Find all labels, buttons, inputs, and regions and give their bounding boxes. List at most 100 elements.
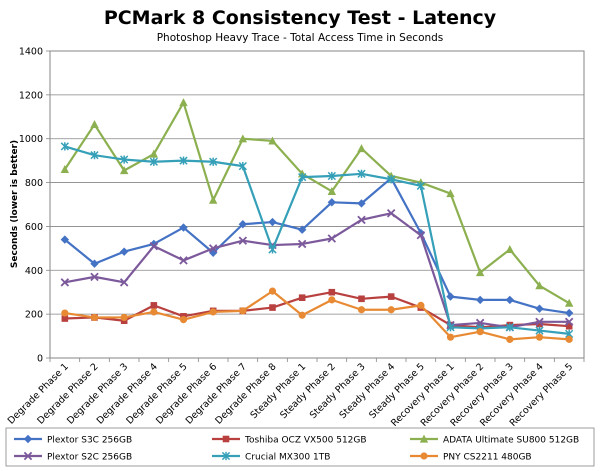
data-point: [535, 317, 544, 327]
data-point: [446, 189, 455, 198]
data-point: [149, 149, 159, 158]
data-point: [564, 298, 574, 307]
data-point: [535, 326, 544, 335]
data-point: [476, 328, 484, 336]
data-point: [90, 313, 99, 322]
data-point: [386, 209, 396, 218]
data-point: [327, 198, 337, 207]
legend-label: ADATA Ultimate SU800 512GB: [443, 436, 579, 446]
y-axis-label: Seconds (lower is better): [10, 140, 20, 268]
data-point: [328, 288, 336, 296]
series-4: [60, 209, 574, 332]
data-point: [238, 220, 248, 229]
series-line: [64, 291, 570, 329]
data-point: [505, 323, 514, 332]
data-point: [268, 245, 277, 254]
legend-item: Toshiba OCZ VX500 512GB: [212, 436, 367, 446]
data-point: [536, 320, 543, 328]
legend-item: Crucial MX300 1TB: [212, 451, 330, 463]
data-point: [90, 272, 99, 282]
data-point: [150, 308, 158, 316]
data-point: [23, 451, 33, 461]
series-line: [64, 145, 570, 335]
series-line: [64, 212, 570, 329]
series-6: [61, 287, 573, 343]
y-tick-label: 600: [25, 222, 43, 233]
data-point: [120, 313, 128, 322]
data-point: [179, 316, 188, 324]
series-line: [64, 290, 570, 341]
data-point: [268, 136, 277, 145]
series-1: [60, 173, 574, 318]
chart-title: PCMark 8 Consistency Test - Latency: [104, 7, 497, 29]
data-point: [475, 268, 485, 277]
data-point: [387, 293, 395, 300]
data-point: [209, 308, 217, 316]
plot-frame: [49, 50, 585, 359]
data-point: [535, 281, 544, 290]
data-point: [150, 302, 158, 309]
data-point: [358, 295, 365, 303]
data-point: [416, 181, 425, 190]
legend-item: Plextor S2C 256GB: [14, 451, 132, 463]
legend-label: Plextor S2C 256GB: [47, 453, 132, 463]
y-tick-label: 400: [25, 266, 43, 277]
data-point: [208, 244, 218, 253]
data-point: [357, 144, 366, 153]
data-point: [535, 304, 544, 313]
data-point: [535, 333, 544, 341]
data-point: [416, 228, 426, 238]
data-point: [387, 175, 396, 184]
data-point: [222, 435, 230, 443]
legend: Plextor S3C 256GB Toshiba OCZ VX500 512GB…: [5, 427, 595, 467]
data-point: [446, 323, 455, 332]
series-3: [60, 98, 574, 307]
data-point: [297, 225, 307, 234]
data-point: [208, 195, 218, 204]
data-point: [564, 308, 574, 318]
data-point: [60, 165, 70, 174]
data-point: [179, 256, 188, 265]
data-point: [357, 215, 366, 225]
data-point: [298, 172, 307, 182]
data-point: [209, 157, 218, 166]
data-point: [238, 236, 248, 245]
data-point: [420, 452, 428, 460]
data-point: [238, 134, 248, 143]
data-point: [506, 335, 514, 343]
data-point: [119, 278, 129, 287]
data-point: [61, 309, 69, 317]
chart-subtitle: Photoshop Heavy Trace - Total Access Tim…: [157, 32, 444, 44]
legend-label: Toshiba OCZ VX500 512GB: [244, 436, 367, 446]
data-point: [119, 166, 129, 175]
data-point: [419, 434, 429, 443]
data-point: [119, 247, 129, 256]
data-point: [416, 230, 426, 240]
data-point: [357, 306, 366, 314]
data-point: [357, 169, 366, 178]
data-point: [149, 241, 159, 251]
data-point: [297, 239, 307, 249]
data-point: [387, 306, 395, 314]
y-tick-label: 1000: [19, 134, 43, 145]
data-point: [446, 292, 455, 301]
data-point: [327, 171, 336, 181]
legend-label: Plextor S3C 256GB: [47, 436, 132, 446]
data-point: [328, 296, 336, 304]
data-point: [90, 151, 99, 160]
series-5: [60, 142, 574, 339]
data-point: [357, 199, 366, 208]
data-point: [120, 155, 129, 164]
y-tick-label: 1200: [19, 90, 43, 101]
data-point: [238, 161, 247, 171]
data-point: [60, 278, 70, 287]
data-point: [269, 304, 276, 311]
data-point: [505, 295, 515, 305]
legend-item: PNY CS2211 480GB: [410, 452, 532, 463]
y-tick-label: 1400: [19, 47, 43, 58]
legend-item: Plextor S3C 256GB: [14, 434, 132, 446]
legend-item: ADATA Ultimate SU800 512GB: [410, 434, 579, 446]
